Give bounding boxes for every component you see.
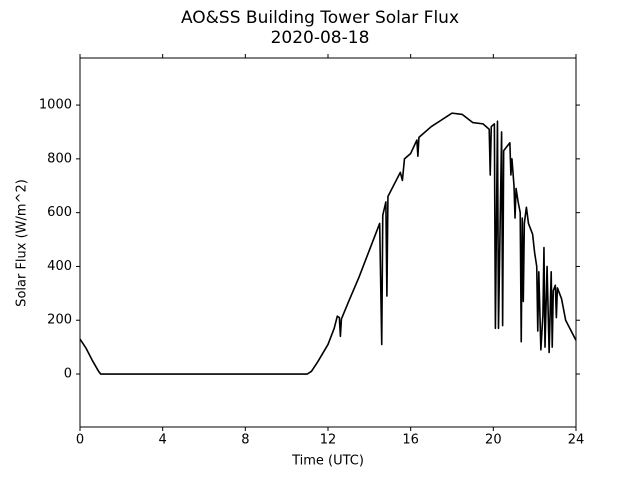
y-tick-label: 600 [47, 205, 72, 220]
x-tick-label: 12 [320, 433, 337, 448]
x-tick-label: 4 [159, 433, 167, 448]
x-tick-label: 0 [76, 433, 84, 448]
y-axis-label: Solar Flux (W/m^2) [15, 179, 30, 307]
y-tick-label: 0 [64, 367, 72, 382]
x-tick-label: 8 [241, 433, 249, 448]
y-tick-label: 400 [47, 259, 72, 274]
x-tick-label: 24 [568, 433, 585, 448]
y-tick-label: 1000 [39, 98, 72, 113]
chart-subtitle: 2020-08-18 [271, 28, 370, 48]
y-tick-label: 200 [47, 313, 72, 328]
x-tick-label: 20 [485, 433, 502, 448]
y-tick-label: 800 [47, 151, 72, 166]
data-line [79, 112, 577, 375]
x-axis-label: Time (UTC) [291, 454, 364, 469]
chart-title: AO&SS Building Tower Solar Flux [181, 8, 459, 28]
x-tick-label: 16 [402, 433, 419, 448]
